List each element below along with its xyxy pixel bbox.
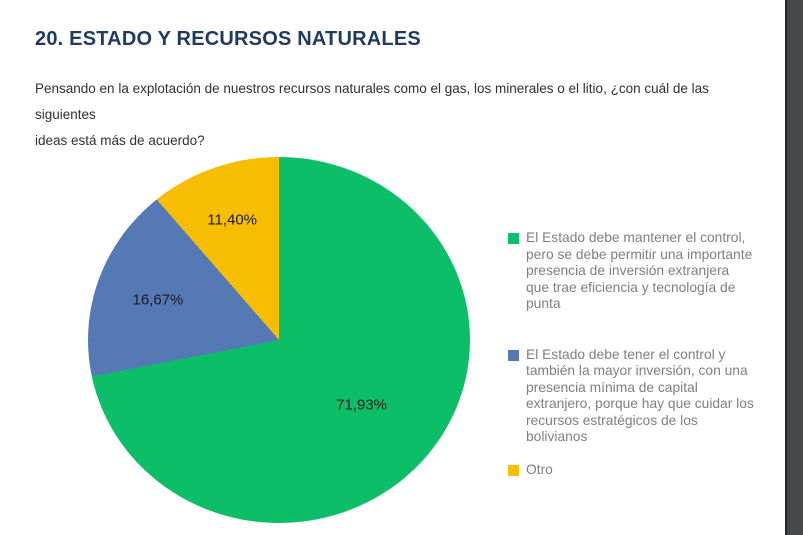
question-text: Pensando en la explotación de nuestros r… xyxy=(35,76,765,154)
chart-legend: El Estado debe mantener el control, pero… xyxy=(508,230,758,478)
question-line-2: ideas está más de acuerdo? xyxy=(35,133,205,148)
legend-color-swatch-green xyxy=(508,233,519,244)
viewer-edge-strip xyxy=(785,0,803,535)
legend-item-label: El Estado debe tener el control y tambié… xyxy=(526,346,754,445)
legend-item-label: El Estado debe mantener el control, pero… xyxy=(526,230,753,311)
pie-slice-value-label: 11,40% xyxy=(207,211,258,229)
page-title: 20. ESTADO Y RECURSOS NATURALES xyxy=(35,28,421,50)
legend-color-swatch-blue xyxy=(508,349,519,361)
question-line-1: Pensando en la explotación de nuestros r… xyxy=(35,81,709,122)
pie-slice-value-label: 16,67% xyxy=(132,291,184,309)
legend-item-state-control-foreign-investment: El Estado debe mantener el control, pero… xyxy=(508,230,758,313)
legend-item-label: Otro xyxy=(526,461,553,477)
legend-color-swatch-yellow xyxy=(508,464,519,476)
pie-slice-value-label: 71,93% xyxy=(336,396,387,414)
legend-item-state-control-minimal-foreign-capital: El Estado debe tener el control y tambié… xyxy=(508,347,758,446)
pie-chart: 71,93% 16,67% 11,40% xyxy=(88,157,470,523)
legend-item-other: Otro xyxy=(508,462,758,479)
